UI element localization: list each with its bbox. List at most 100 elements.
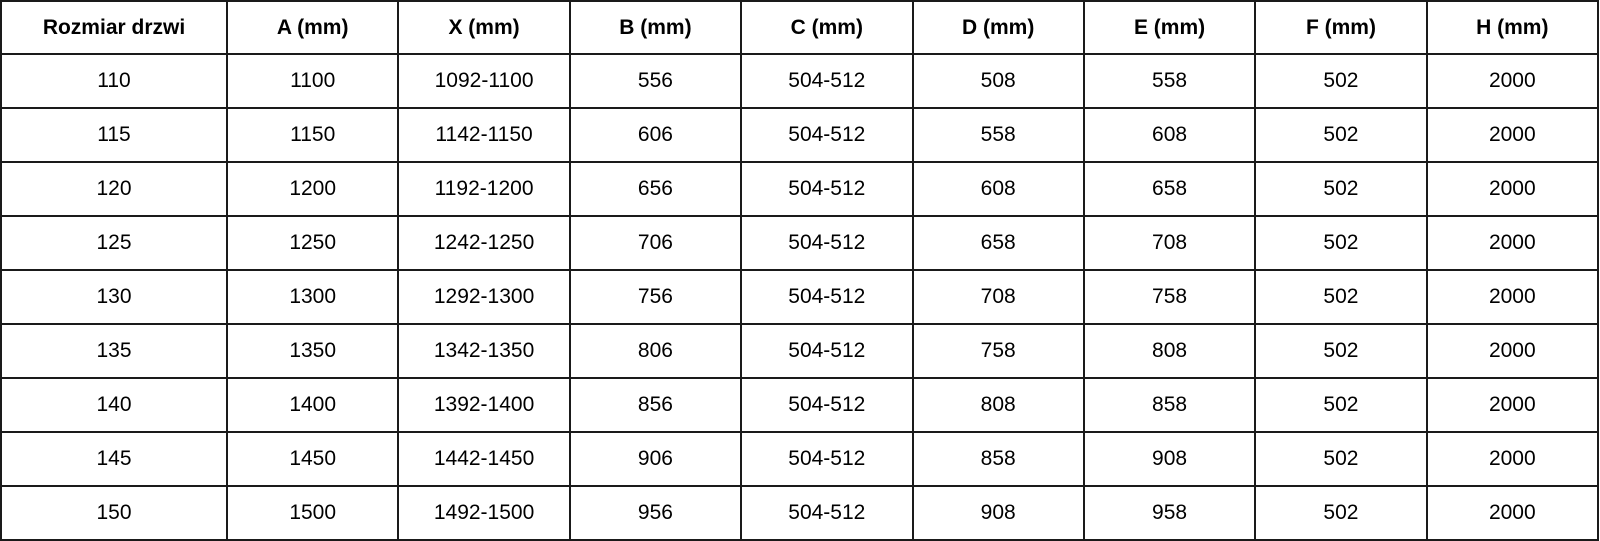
- table-row: 125 1250 1242-1250 706 504-512 658 708 502 2000: [0, 215, 1600, 271]
- table-cell: 504-512: [740, 323, 914, 379]
- column-header: B (mm): [568, 0, 743, 55]
- column-header: C (mm): [740, 0, 914, 55]
- table-cell: 120: [0, 161, 228, 217]
- table-cell: 606: [568, 107, 743, 163]
- table-cell: 2000: [1425, 215, 1600, 271]
- table-cell: 504-512: [740, 161, 914, 217]
- table-cell: 856: [568, 377, 743, 433]
- table-cell: 758: [1082, 269, 1257, 325]
- table-cell: 504-512: [740, 53, 914, 109]
- table-cell: 1150: [225, 107, 400, 163]
- table-cell: 502: [1254, 53, 1428, 109]
- table-cell: 504-512: [740, 107, 914, 163]
- column-header: D (mm): [911, 0, 1085, 55]
- table-cell: 2000: [1425, 53, 1600, 109]
- table-cell: 808: [911, 377, 1085, 433]
- table-cell: 502: [1254, 485, 1428, 541]
- table-row: 140 1400 1392-1400 856 504-512 808 858 502 2000: [0, 377, 1600, 433]
- table-cell: 1392-1400: [397, 377, 571, 433]
- table-cell: 135: [0, 323, 228, 379]
- table-cell: 1100: [225, 53, 400, 109]
- table-cell: 1292-1300: [397, 269, 571, 325]
- column-header: F (mm): [1254, 0, 1428, 55]
- table-cell: 130: [0, 269, 228, 325]
- table-cell: 1250: [225, 215, 400, 271]
- table-cell: 908: [911, 485, 1085, 541]
- table-row: 145 1450 1442-1450 906 504-512 858 908 502 2000: [0, 431, 1600, 487]
- column-header: X (mm): [397, 0, 571, 55]
- table-cell: 502: [1254, 107, 1428, 163]
- column-header: H (mm): [1425, 0, 1600, 55]
- table-cell: 806: [568, 323, 743, 379]
- table-cell: 115: [0, 107, 228, 163]
- table-cell: 504-512: [740, 269, 914, 325]
- table-cell: 558: [911, 107, 1085, 163]
- table-cell: 956: [568, 485, 743, 541]
- table-cell: 145: [0, 431, 228, 487]
- table-cell: 1450: [225, 431, 400, 487]
- table-cell: 2000: [1425, 269, 1600, 325]
- table-cell: 756: [568, 269, 743, 325]
- table-cell: 658: [911, 215, 1085, 271]
- table-cell: 2000: [1425, 161, 1600, 217]
- table-cell: 140: [0, 377, 228, 433]
- table-cell: 502: [1254, 215, 1428, 271]
- table-cell: 1342-1350: [397, 323, 571, 379]
- table-cell: 502: [1254, 431, 1428, 487]
- table-cell: 502: [1254, 377, 1428, 433]
- table-cell: 1242-1250: [397, 215, 571, 271]
- table-cell: 2000: [1425, 485, 1600, 541]
- table-cell: 1142-1150: [397, 107, 571, 163]
- table-cell: 1350: [225, 323, 400, 379]
- table-cell: 608: [1082, 107, 1257, 163]
- column-header: E (mm): [1082, 0, 1257, 55]
- table-row: 115 1150 1142-1150 606 504-512 558 608 502 2000: [0, 107, 1600, 163]
- table-cell: 556: [568, 53, 743, 109]
- column-header: Rozmiar drzwi: [0, 0, 228, 55]
- table-cell: 1092-1100: [397, 53, 571, 109]
- table-cell: 906: [568, 431, 743, 487]
- table-cell: 502: [1254, 161, 1428, 217]
- table-cell: 502: [1254, 323, 1428, 379]
- header-row: Rozmiar drzwi A (mm) X (mm) B (mm) C (mm) D (…: [0, 0, 1600, 55]
- table-cell: 2000: [1425, 377, 1600, 433]
- table-cell: 1400: [225, 377, 400, 433]
- table-cell: 958: [1082, 485, 1257, 541]
- table-cell: 908: [1082, 431, 1257, 487]
- table-cell: 504-512: [740, 431, 914, 487]
- table-cell: 2000: [1425, 431, 1600, 487]
- table-row: 120 1200 1192-1200 656 504-512 608 658 502 2000: [0, 161, 1600, 217]
- table-cell: 150: [0, 485, 228, 541]
- column-header: A (mm): [225, 0, 400, 55]
- table-cell: 808: [1082, 323, 1257, 379]
- table-cell: 1500: [225, 485, 400, 541]
- table-cell: 1442-1450: [397, 431, 571, 487]
- table-cell: 858: [911, 431, 1085, 487]
- table-row: 135 1350 1342-1350 806 504-512 758 808 502 2000: [0, 323, 1600, 379]
- table-cell: 1200: [225, 161, 400, 217]
- table-cell: 658: [1082, 161, 1257, 217]
- table-cell: 656: [568, 161, 743, 217]
- table-cell: 125: [0, 215, 228, 271]
- table-cell: 558: [1082, 53, 1257, 109]
- table-cell: 1300: [225, 269, 400, 325]
- table-row: 150 1500 1492-1500 956 504-512 908 958 502 2000: [0, 485, 1600, 541]
- table-cell: 608: [911, 161, 1085, 217]
- table-cell: 110: [0, 53, 228, 109]
- table-cell: 758: [911, 323, 1085, 379]
- table-cell: 508: [911, 53, 1085, 109]
- table-cell: 504-512: [740, 485, 914, 541]
- table-cell: 706: [568, 215, 743, 271]
- table-cell: 708: [1082, 215, 1257, 271]
- table-row: 130 1300 1292-1300 756 504-512 708 758 502 2000: [0, 269, 1600, 325]
- table-cell: 504-512: [740, 377, 914, 433]
- table-row: 110 1100 1092-1100 556 504-512 508 558 502 2000: [0, 53, 1600, 109]
- table-cell: 504-512: [740, 215, 914, 271]
- table-cell: 2000: [1425, 107, 1600, 163]
- table-cell: 708: [911, 269, 1085, 325]
- table-cell: 2000: [1425, 323, 1600, 379]
- table-cell: 1492-1500: [397, 485, 571, 541]
- table-cell: 1192-1200: [397, 161, 571, 217]
- table-cell: 858: [1082, 377, 1257, 433]
